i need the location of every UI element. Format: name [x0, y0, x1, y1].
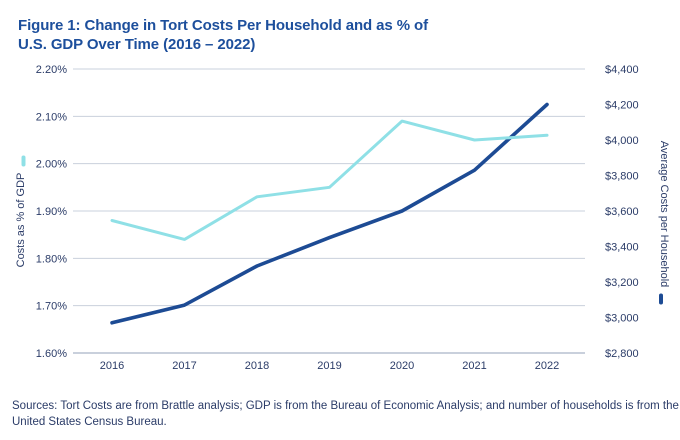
gdp-percent-line-series [110, 119, 549, 241]
left-axis-tick-label: 2.00% [36, 159, 67, 171]
x-axis-tick-label: 2016 [100, 360, 124, 372]
x-axis-tick-label: 2017 [172, 360, 196, 372]
left-axis-tick-label: 2.20% [36, 64, 67, 76]
right-axis-title: Average Costs per Household [658, 141, 670, 288]
x-axis-tick-label: 2022 [535, 360, 559, 372]
x-axis-tick-label: 2018 [245, 360, 269, 372]
sources-line-2: United States Census Bureau. [12, 415, 167, 428]
x-axis-tick-label: 2021 [462, 360, 486, 372]
sources-note: Sources: Tort Costs are from Brattle ana… [12, 399, 679, 430]
x-axis-tick-labels: 2016 2017 2018 2019 2020 2021 2022 [100, 360, 559, 372]
figure-title: Figure 1: Change in Tort Costs Per House… [18, 16, 428, 54]
left-axis-tick-label: 1.80% [36, 253, 67, 265]
left-axis-tick-labels: 2.20% 2.10% 2.00% 1.90% 1.80% 1.70% 1.60% [36, 64, 67, 360]
figure-title-line-1: Figure 1: Change in Tort Costs Per House… [18, 17, 428, 34]
right-axis-tick-label: $4,400 [605, 64, 639, 76]
household-costs-line-series [110, 102, 549, 325]
left-axis-tick-label: 2.10% [36, 111, 67, 123]
right-axis-tick-label: $4,200 [605, 100, 639, 112]
right-axis-tick-label: $2,800 [605, 348, 639, 360]
right-axis-tick-label: $3,200 [605, 277, 639, 289]
right-axis-tick-label: $3,800 [605, 171, 639, 183]
x-axis-tick-label: 2020 [390, 360, 414, 372]
left-axis-tick-label: 1.90% [36, 206, 67, 218]
left-axis-title: Costs as % of GDP [15, 173, 27, 268]
left-axis-tick-label: 1.70% [36, 301, 67, 313]
right-axis-tick-label: $3,400 [605, 242, 639, 254]
household-series-legend-dash [659, 293, 663, 305]
x-axis-tick-label: 2019 [317, 360, 341, 372]
right-axis-tick-label: $3,000 [605, 313, 639, 325]
right-axis-tick-label: $3,600 [605, 206, 639, 218]
right-axis-tick-label: $4,000 [605, 135, 639, 147]
right-axis-tick-labels: $4,400 $4,200 $4,000 $3,800 $3,600 $3,400 $3,2… [605, 64, 639, 360]
figure-title-line-2: U.S. GDP Over Time (2016 – 2022) [18, 36, 256, 53]
gdp-series-legend-dash [21, 155, 26, 167]
left-axis-tick-label: 1.60% [36, 348, 67, 360]
gridlines [73, 68, 585, 354]
sources-line-1: Sources: Tort Costs are from Brattle ana… [12, 400, 679, 412]
